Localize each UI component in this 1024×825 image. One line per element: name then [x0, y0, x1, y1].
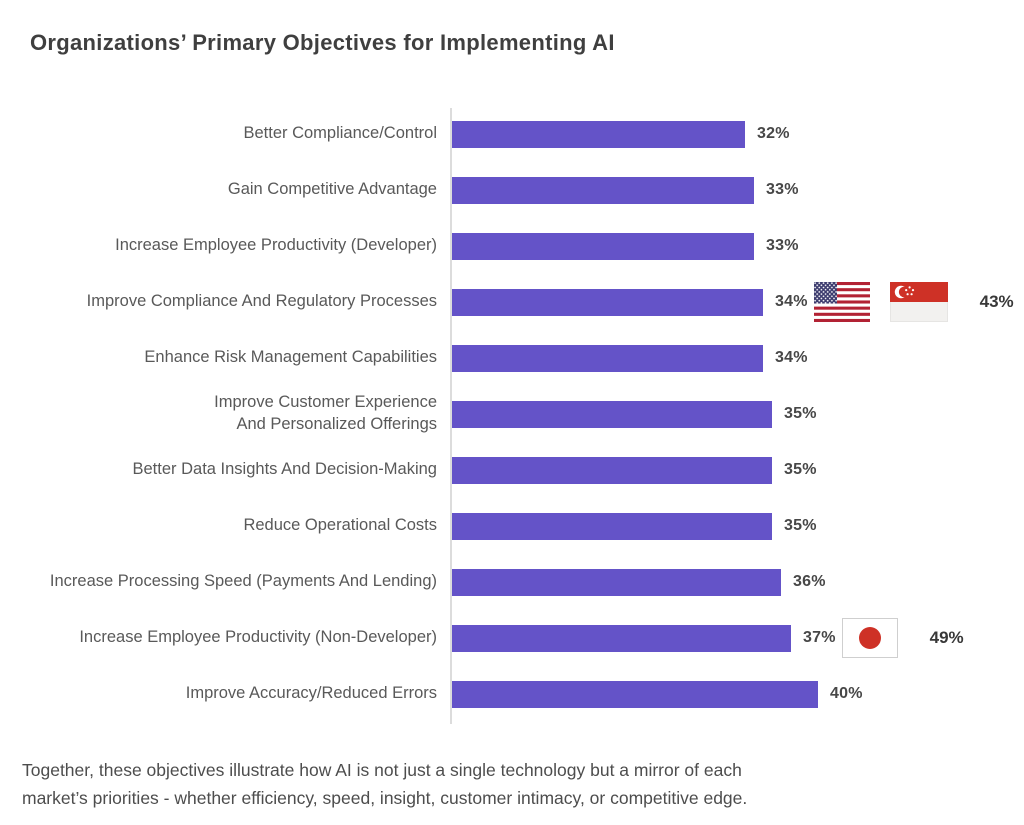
category-label: Improve Accuracy/Reduced Errors [185, 684, 437, 703]
value-bar [452, 288, 763, 316]
bar-area: 34% [452, 344, 808, 372]
value-bar [452, 120, 745, 148]
value-label: 35% [784, 461, 817, 478]
value-label: 33% [766, 181, 799, 198]
category-label: Better Compliance/Control [243, 124, 437, 143]
value-label: 33% [766, 237, 799, 254]
value-bar [452, 568, 781, 596]
value-label: 32% [757, 125, 790, 142]
value-bar [452, 400, 772, 428]
category-label: Improve Compliance And Regulatory Proces… [86, 292, 437, 311]
category-label: Increase Employee Productivity (Non-Deve… [79, 628, 437, 647]
bar-row: Gain Competitive Advantage 33% [0, 162, 1024, 218]
value-bar [452, 232, 754, 260]
value-bar [452, 624, 791, 652]
bar-chart: Better Compliance/Control 32% Gain Competi… [0, 106, 1024, 724]
bar-row: Improve Accuracy/Reduced Errors 40% [0, 666, 1024, 722]
bar-area: 32% [452, 120, 790, 148]
united-states-flag-icon [813, 282, 870, 322]
bar-area: 36% [452, 568, 826, 596]
bar-row: Better Data Insights And Decision-Making… [0, 442, 1024, 498]
highlight-value-label: 43% [979, 292, 1014, 311]
bar-area: 35% [452, 400, 817, 428]
value-label: 35% [784, 517, 817, 534]
highlight-value-label: 49% [929, 628, 964, 647]
value-bar [452, 344, 763, 372]
axis-line [450, 108, 452, 724]
value-bar [452, 456, 772, 484]
value-label: 40% [830, 685, 863, 702]
value-label: 35% [784, 405, 817, 422]
value-label: 36% [793, 573, 826, 590]
country-flags: 49% [841, 618, 964, 658]
bar-row: Improve Compliance And Regulatory Proces… [0, 274, 1024, 330]
bar-row: Increase Employee Productivity (Develope… [0, 218, 1024, 274]
bar-row: Increase Processing Speed (Payments And … [0, 554, 1024, 610]
category-label: Enhance Risk Management Capabilities [144, 348, 437, 367]
bar-row: Enhance Risk Management Capabilities 34% [0, 330, 1024, 386]
singapore-flag-icon [889, 282, 948, 322]
bar-area: 33% [452, 232, 799, 260]
country-flags: 43% [813, 282, 1014, 322]
bar-row: Better Compliance/Control 32% [0, 106, 1024, 162]
bar-area: 33% [452, 176, 799, 204]
bar-rows: Better Compliance/Control 32% Gain Competi… [0, 106, 1024, 722]
bar-area: 37% 49% [452, 618, 964, 658]
chart-title: Organizations’ Primary Objectives for Im… [30, 30, 615, 55]
bar-row: Reduce Operational Costs 35% [0, 498, 1024, 554]
value-bar [452, 176, 754, 204]
value-label: 34% [775, 293, 808, 310]
bar-row: Increase Employee Productivity (Non-Deve… [0, 610, 1024, 666]
value-label: 37% [803, 629, 836, 646]
category-label: Increase Employee Productivity (Develope… [115, 236, 437, 255]
value-bar [452, 680, 818, 708]
category-label: Better Data Insights And Decision-Making [132, 460, 438, 479]
bar-area: 35% [452, 512, 817, 540]
bar-area: 40% [452, 680, 863, 708]
footer-note: Together, these objectives illustrate ho… [22, 760, 748, 808]
category-label: Gain Competitive Advantage [227, 180, 437, 199]
category-label: Increase Processing Speed (Payments And … [49, 572, 437, 591]
category-label: Improve Customer Experience And Personal… [214, 393, 437, 433]
bar-area: 35% [452, 456, 817, 484]
japan-flag-icon [841, 618, 898, 658]
value-label: 34% [775, 349, 808, 366]
category-label: Reduce Operational Costs [243, 516, 437, 535]
bar-row: Improve Customer Experience And Personal… [0, 386, 1024, 442]
value-bar [452, 512, 772, 540]
bar-area: 34% [452, 282, 1014, 322]
